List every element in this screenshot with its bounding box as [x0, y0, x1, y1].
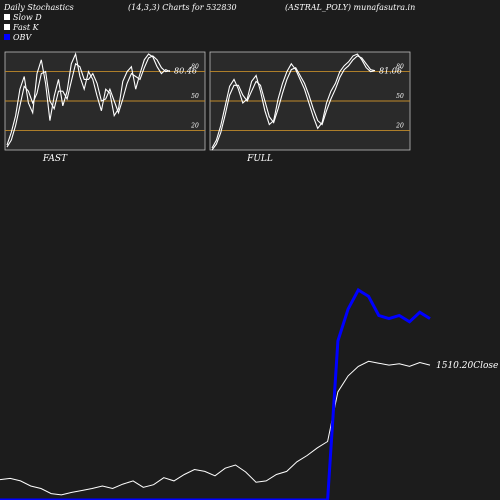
- panel-title: FULL: [246, 154, 273, 164]
- last-value-label: 81.06: [379, 67, 402, 76]
- legend-swatch-slow-d: [4, 14, 10, 20]
- close-value-label: 1510.20Close: [436, 361, 498, 371]
- close-price-line: [0, 360, 431, 496]
- last-value-label: 80.46: [174, 67, 197, 76]
- legend-swatch-obv: [4, 34, 10, 40]
- y-tick-label: 80: [396, 64, 404, 71]
- stoch-series-line-0: [211, 53, 376, 149]
- chart-params: (14,3,3) Charts for 532830: [128, 3, 237, 12]
- price-obv-panel: 1510.20Close: [0, 287, 498, 500]
- y-tick-label: 50: [191, 93, 199, 100]
- y-tick-label: 80: [191, 64, 199, 71]
- legend-swatch-fast-k: [4, 24, 10, 30]
- stoch-series-line-1: [211, 55, 376, 151]
- fast-stochastic-panel: 80 50 20 80.46 FAST: [4, 51, 206, 164]
- panel-title: FAST: [42, 154, 68, 164]
- stoch-series-line-1: [6, 55, 171, 148]
- legend: Slow D Fast K OBV: [4, 13, 42, 42]
- legend-label-slow-d: Slow D: [13, 13, 42, 22]
- y-tick-label: 20: [190, 122, 199, 129]
- y-tick-label: 50: [396, 93, 404, 100]
- full-stochastic-panel: 80 50 20 81.06 FULL: [209, 51, 411, 164]
- obv-line: [0, 287, 431, 500]
- chart-title: Daily Stochastics: [3, 3, 74, 12]
- legend-label-obv: OBV: [13, 33, 32, 42]
- chart-symbol: (ASTRAL_POLY) munafasutra.in: [285, 3, 415, 12]
- legend-label-fast-k: Fast K: [12, 23, 40, 32]
- y-tick-label: 20: [395, 122, 404, 129]
